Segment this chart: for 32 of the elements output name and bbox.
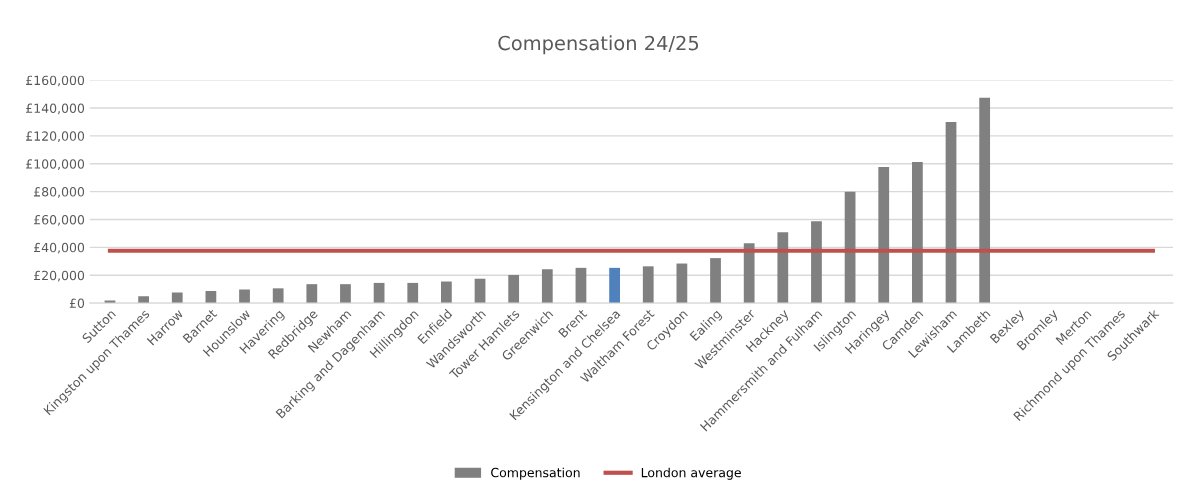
bar	[508, 274, 520, 304]
legend-label: London average	[641, 467, 741, 480]
y-tick-label: £120,000	[26, 131, 85, 143]
bar	[878, 166, 890, 304]
bar	[710, 258, 721, 304]
y-tick-label: £0	[69, 298, 85, 309]
bar	[239, 289, 250, 304]
y-tick-label: £100,000	[26, 159, 85, 170]
bar	[272, 288, 284, 304]
legend-label: Compensation	[491, 467, 580, 480]
bar	[743, 243, 755, 304]
bar	[912, 161, 923, 304]
bar	[811, 221, 822, 304]
bar	[676, 263, 688, 304]
bar	[138, 296, 149, 304]
bar	[441, 281, 452, 304]
y-tick-label: £160,000	[26, 75, 85, 87]
bar	[945, 121, 957, 304]
y-tick-label: £60,000	[34, 214, 85, 226]
bar	[306, 284, 318, 304]
bar	[407, 282, 419, 304]
bar	[979, 97, 991, 304]
y-tick-label: £140,000	[26, 103, 85, 115]
y-tick-label: £80,000	[34, 187, 85, 198]
y-tick-label: £20,000	[34, 270, 85, 282]
bar	[609, 267, 620, 304]
chart-title: Compensation 24/25	[498, 35, 699, 55]
bar	[777, 232, 789, 304]
bar	[340, 284, 351, 304]
bar	[541, 269, 553, 304]
bar	[642, 266, 654, 304]
y-tick-label: £40,000	[34, 242, 85, 254]
